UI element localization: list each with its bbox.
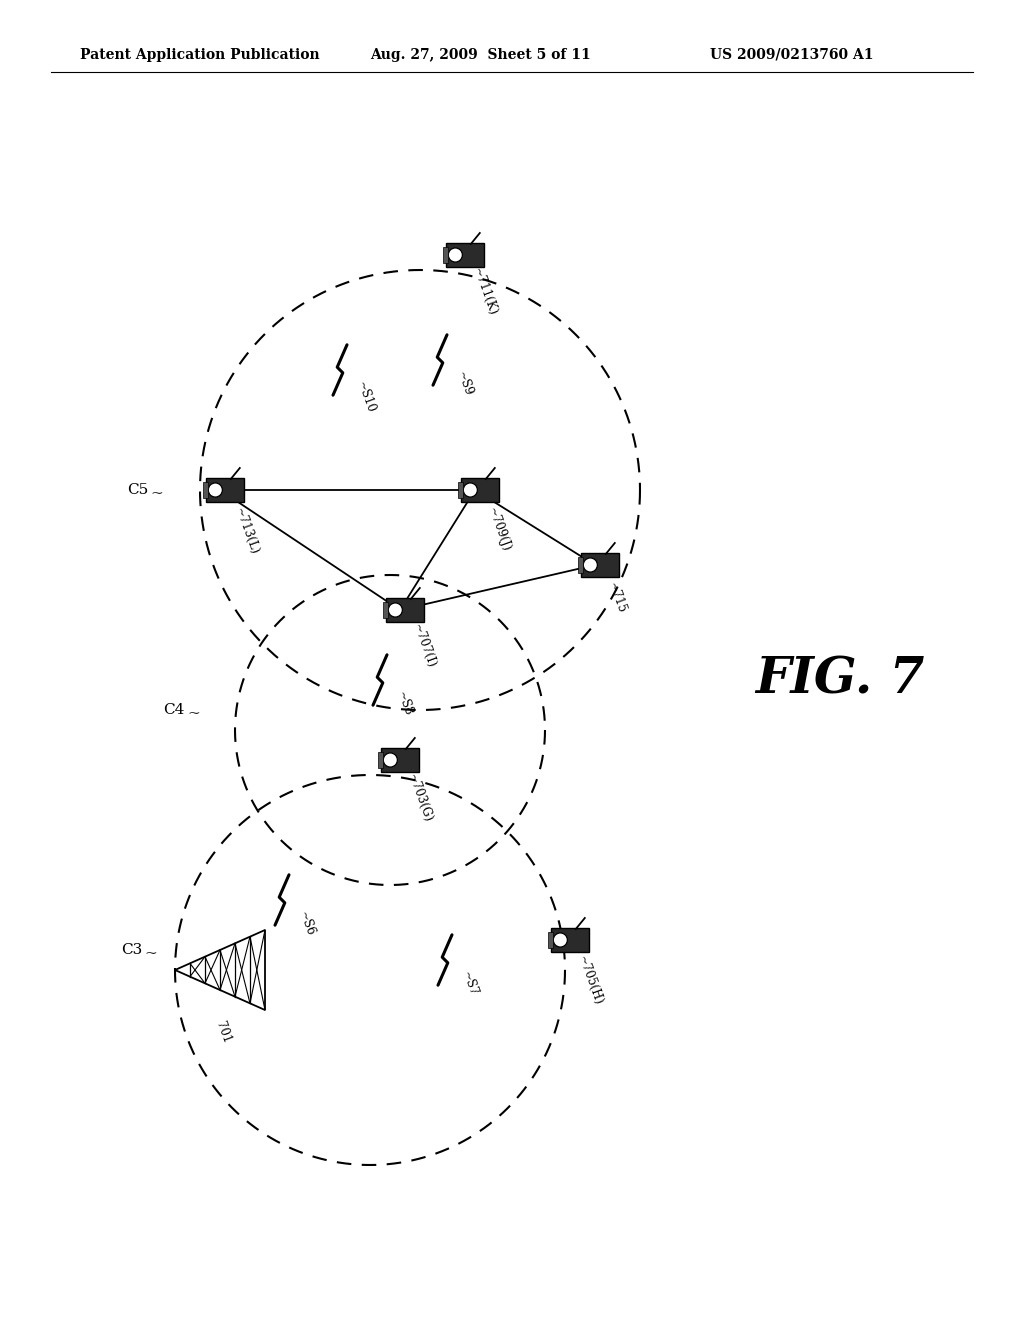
Text: Patent Application Publication: Patent Application Publication: [80, 48, 319, 62]
Text: 701: 701: [213, 1020, 232, 1045]
FancyBboxPatch shape: [379, 752, 383, 768]
Text: ~715: ~715: [605, 581, 629, 615]
Circle shape: [463, 483, 477, 498]
FancyBboxPatch shape: [579, 557, 584, 573]
FancyBboxPatch shape: [204, 482, 209, 498]
Text: C3: C3: [121, 942, 142, 957]
Text: US 2009/0213760 A1: US 2009/0213760 A1: [710, 48, 873, 62]
FancyBboxPatch shape: [549, 932, 553, 948]
Text: ~S8: ~S8: [394, 690, 415, 718]
Text: ~: ~: [144, 946, 157, 961]
Text: ~S6: ~S6: [296, 909, 317, 939]
Text: ~S10: ~S10: [354, 380, 378, 416]
Text: ~705(H): ~705(H): [575, 954, 605, 1007]
Text: C5: C5: [127, 483, 148, 498]
FancyBboxPatch shape: [443, 247, 449, 263]
Text: ~711(K): ~711(K): [470, 267, 500, 318]
Text: ~: ~: [150, 487, 163, 502]
FancyBboxPatch shape: [459, 482, 464, 498]
FancyBboxPatch shape: [207, 478, 245, 502]
Circle shape: [383, 752, 397, 767]
FancyBboxPatch shape: [462, 478, 500, 502]
FancyBboxPatch shape: [446, 243, 484, 267]
Circle shape: [208, 483, 222, 498]
Text: ~S7: ~S7: [459, 970, 480, 998]
Circle shape: [553, 933, 567, 946]
Text: ~S9: ~S9: [454, 370, 475, 399]
Text: C4: C4: [164, 704, 185, 717]
Text: ~: ~: [187, 708, 200, 721]
FancyBboxPatch shape: [582, 553, 620, 577]
Text: ~707(I): ~707(I): [410, 622, 438, 671]
FancyBboxPatch shape: [551, 928, 590, 952]
FancyBboxPatch shape: [386, 598, 424, 622]
FancyBboxPatch shape: [383, 602, 388, 618]
Circle shape: [449, 248, 463, 263]
FancyBboxPatch shape: [381, 748, 420, 772]
Circle shape: [584, 558, 597, 572]
Circle shape: [388, 603, 402, 616]
Text: ~703(G): ~703(G): [406, 772, 434, 825]
Text: Aug. 27, 2009  Sheet 5 of 11: Aug. 27, 2009 Sheet 5 of 11: [370, 48, 591, 62]
Text: ~713(L): ~713(L): [232, 506, 261, 557]
Text: ~709(J): ~709(J): [485, 506, 513, 554]
Text: FIG. 7: FIG. 7: [756, 656, 925, 705]
